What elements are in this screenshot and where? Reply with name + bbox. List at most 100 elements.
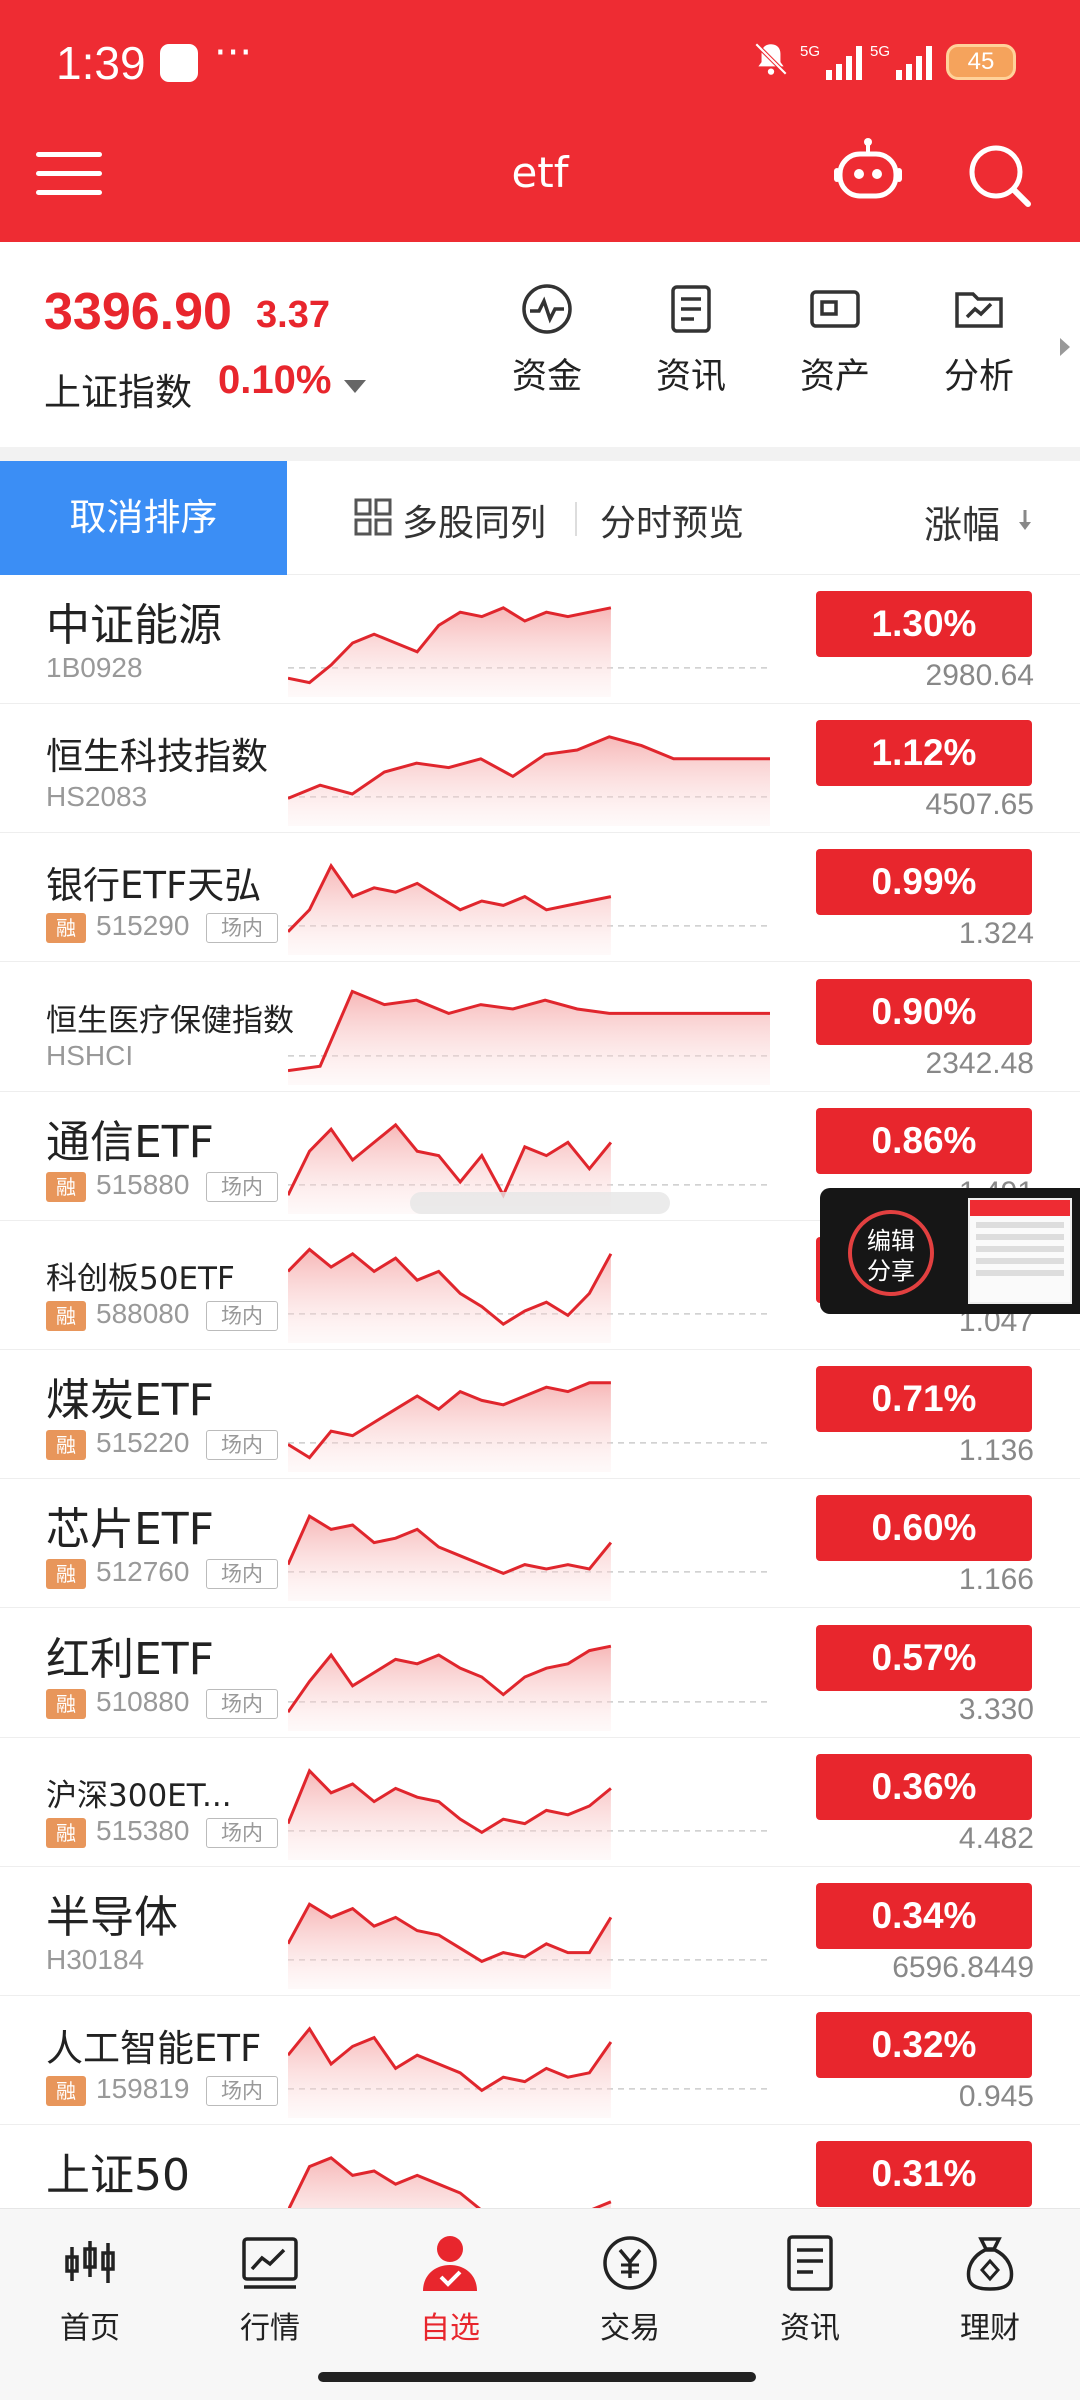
change-percent-button[interactable]: 0.34% xyxy=(816,1883,1032,1949)
change-percent-button[interactable]: 1.12% xyxy=(816,720,1032,787)
nav-label: 行情 xyxy=(240,2311,300,2346)
change-percent-button[interactable]: 0.90% xyxy=(816,978,1032,1045)
row-code: 515880 xyxy=(96,1168,190,1200)
row-code: HS2083 xyxy=(46,781,148,813)
quick-action-label: 资讯 xyxy=(655,357,726,397)
list-item[interactable]: 沪深300ET... 融 515380 场内 0.36% 4.482 xyxy=(0,1737,1080,1867)
multi-stock-button[interactable]: 多股同列 xyxy=(402,503,547,544)
intraday-preview-button[interactable]: 分时预览 xyxy=(600,503,745,544)
row-name: 恒生科技指数 xyxy=(46,735,268,779)
list-item[interactable]: 恒生医疗保健指数 HSHCI 0.90% 2342.48 xyxy=(0,962,1080,1092)
list-item[interactable]: 人工智能ETF 融 159819 场内 0.32% 0.945 xyxy=(0,1996,1080,2126)
list-item[interactable]: 煤炭ETF 融 515220 场内 0.71% 1.136 xyxy=(0,1350,1080,1480)
nav-wealth[interactable]: 理财 xyxy=(920,2233,1060,2347)
quick-action-assets[interactable]: 资产 xyxy=(780,282,890,399)
list-item[interactable]: 红利ETF 融 510880 场内 0.57% 3.330 xyxy=(0,1608,1080,1738)
change-percent-button[interactable]: 0.99% xyxy=(816,849,1032,916)
chart-icon xyxy=(242,2237,298,2289)
index-name[interactable]: 上证指数 xyxy=(44,371,192,414)
change-percent-button[interactable]: 0.86% xyxy=(816,1107,1032,1174)
section-divider xyxy=(0,447,1080,461)
row-name: 半导体 xyxy=(46,1892,178,1943)
sparkline-line xyxy=(288,1767,612,1834)
edit-share-button[interactable]: 编辑 分享 xyxy=(848,1210,934,1296)
row-name: 恒生医疗保健指数 xyxy=(46,1002,294,1039)
floating-share-widget[interactable]: 编辑 分享 xyxy=(820,1188,1080,1314)
margin-badge: 融 xyxy=(46,1817,86,1848)
row-price: 0.945 xyxy=(958,2080,1034,2114)
screenshot-thumbnail[interactable] xyxy=(968,1198,1072,1304)
row-price: 2980.64 xyxy=(925,659,1034,692)
change-percent-button[interactable]: 0.71% xyxy=(816,1366,1032,1433)
market-badge: 场内 xyxy=(206,913,278,944)
margin-badge: 融 xyxy=(46,1430,86,1461)
quick-action-news[interactable]: 资讯 xyxy=(636,282,746,399)
row-code: 588080 xyxy=(96,1298,190,1329)
list-item[interactable]: 恒生科技指数 HS2083 1.12% 4507.65 xyxy=(0,704,1080,834)
intraday-sparkline xyxy=(288,1902,770,1989)
market-badge: 场内 xyxy=(206,2076,278,2107)
index-panel[interactable] xyxy=(0,242,1080,447)
change-percent-button[interactable]: 0.31% xyxy=(816,2141,1032,2208)
sort-desc-icon[interactable] xyxy=(1016,508,1034,532)
sort-column-header[interactable]: 涨幅 xyxy=(924,503,1001,547)
row-code: 510880 xyxy=(96,1685,190,1717)
nav-news[interactable]: 资讯 xyxy=(740,2233,880,2347)
index-change: 3.37 xyxy=(256,294,330,336)
nav-label: 交易 xyxy=(600,2311,660,2346)
sparkline-area xyxy=(288,1904,611,1989)
margin-badge: 融 xyxy=(46,2076,86,2107)
divider xyxy=(575,502,577,536)
hamburger-icon[interactable] xyxy=(36,150,104,198)
sparkline-area xyxy=(288,736,770,827)
index-value: 3396.90 xyxy=(44,283,232,341)
cancel-sort-button[interactable]: 取消排序 xyxy=(0,461,287,575)
sparkline-line xyxy=(288,863,612,934)
nav-watchlist[interactable]: 自选 xyxy=(380,2233,520,2347)
intraday-sparkline xyxy=(288,2026,770,2119)
change-percent-button[interactable]: 0.60% xyxy=(816,1495,1032,1562)
row-code: 515290 xyxy=(96,910,190,942)
quick-action-analysis[interactable]: 分析 xyxy=(924,282,1034,399)
change-percent-button[interactable]: 0.57% xyxy=(816,1624,1032,1691)
market-badge: 场内 xyxy=(206,1817,278,1848)
change-percent-button[interactable]: 0.36% xyxy=(816,1753,1032,1820)
list-item[interactable]: 中证能源 1B0928 1.30% 2980.64 xyxy=(0,575,1080,704)
intraday-sparkline xyxy=(288,1514,770,1602)
nav-market[interactable]: 行情 xyxy=(200,2233,340,2347)
change-percent-button[interactable]: 0.32% xyxy=(816,2012,1032,2079)
nav-home[interactable]: 首页 xyxy=(20,2233,160,2347)
mute-bell-icon xyxy=(754,42,788,76)
row-name: 银行ETF天弘 xyxy=(46,864,262,908)
list-item[interactable]: 银行ETF天弘融 515290 场内 0.99% 1.324 xyxy=(0,833,1080,963)
nav-trade[interactable]: 交易 xyxy=(560,2233,700,2347)
row-name: 人工智能ETF xyxy=(46,2027,262,2071)
quick-action-funds[interactable]: 资金 xyxy=(492,282,602,399)
nav-label: 资讯 xyxy=(780,2311,840,2346)
edit-label: 编辑 xyxy=(867,1227,915,1255)
robot-icon[interactable] xyxy=(832,136,904,208)
search-icon[interactable] xyxy=(966,142,1032,208)
sparkline-area xyxy=(288,866,611,956)
change-percent-button[interactable]: 1.30% xyxy=(816,591,1032,657)
list-item[interactable]: 半导体 H30184 0.34% 6596.8449 xyxy=(0,1867,1080,1996)
share-label: 分享 xyxy=(867,1257,915,1285)
index-dropdown-icon[interactable] xyxy=(344,380,366,393)
sparkline-line xyxy=(288,2026,613,2093)
scroll-right-icon[interactable] xyxy=(1060,338,1070,356)
sparkline-line xyxy=(288,1247,613,1327)
user-check-icon xyxy=(423,2236,477,2291)
grid-icon[interactable] xyxy=(354,498,392,536)
intraday-sparkline xyxy=(288,606,770,697)
list-item[interactable]: 芯片ETF 融 512760 场内 0.60% 1.166 xyxy=(0,1479,1080,1609)
margin-badge: 融 xyxy=(46,1171,86,1202)
market-badge: 场内 xyxy=(206,1430,278,1461)
intraday-sparkline xyxy=(288,735,770,827)
news-icon xyxy=(787,2235,833,2291)
market-badge: 场内 xyxy=(206,1688,278,1719)
sparkline-line xyxy=(288,735,770,800)
sparkline-line xyxy=(288,989,770,1072)
sparkline-area xyxy=(288,1249,611,1343)
row-name: 科创板50ETF xyxy=(46,1261,235,1297)
home-indicator[interactable] xyxy=(318,2372,756,2382)
